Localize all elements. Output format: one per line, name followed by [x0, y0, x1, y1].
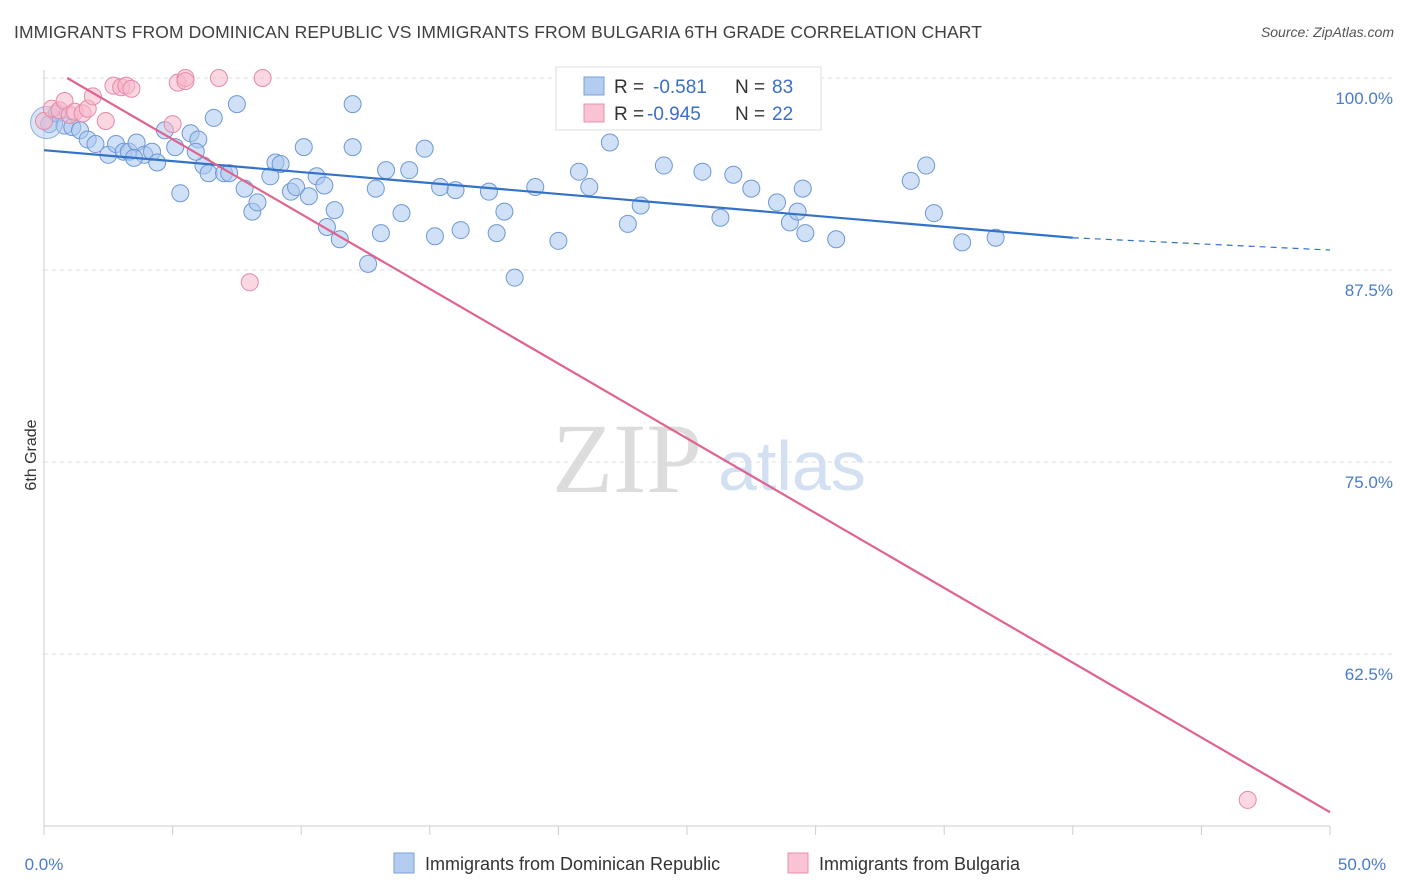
dominican-point — [294, 138, 313, 157]
legend-r-label-dominican: R = — [614, 77, 644, 98]
dominican-point — [793, 179, 812, 198]
dominican-point — [148, 153, 167, 172]
legend-swatch-bulgaria — [583, 103, 605, 123]
dominican-point — [235, 179, 254, 198]
trend-lines — [43, 77, 1331, 814]
dominican-point — [392, 204, 411, 223]
dominican-point — [569, 162, 588, 181]
dominican-point — [343, 95, 362, 114]
dominican-point — [359, 254, 378, 273]
bulgaria-trend-line — [66, 77, 1331, 814]
legend-n-label-dominican: N = — [735, 77, 765, 98]
bulgaria-point — [176, 72, 195, 91]
watermark-atlas: atlas — [718, 427, 866, 505]
dominican-point — [917, 156, 936, 175]
legend-n-value-bulgaria: 22 — [772, 104, 793, 125]
legend-label-bulgaria: Immigrants from Bulgaria — [819, 854, 1021, 874]
dominican-point — [924, 204, 943, 223]
dominican-point — [495, 202, 514, 221]
legend-n-value-dominican: 83 — [772, 77, 793, 98]
dominican-point — [86, 135, 105, 154]
watermark-zip: ZIP — [552, 403, 702, 514]
dominican-point — [400, 161, 419, 180]
bulgaria-point — [1238, 790, 1257, 809]
dominican-point — [371, 224, 390, 243]
legend-r-value-dominican: -0.581 — [653, 77, 707, 98]
chart-title: IMMIGRANTS FROM DOMINICAN REPUBLIC VS IM… — [14, 22, 983, 42]
dominican-point — [287, 178, 306, 197]
dominican-point — [986, 228, 1005, 247]
x-tick-label-min: 0.0% — [25, 855, 64, 874]
dominican-point — [415, 139, 434, 158]
series-bulgaria-points — [35, 69, 1257, 809]
bulgaria-point — [253, 69, 272, 87]
dominican-point — [796, 224, 815, 243]
dominican-point — [654, 156, 673, 175]
dominican-point — [377, 161, 396, 180]
watermark: ZIP atlas — [552, 403, 866, 514]
dominican-point — [204, 108, 223, 127]
dominican-point — [693, 162, 712, 181]
dominican-trend-extension — [1072, 237, 1331, 251]
dominican-point — [600, 133, 619, 152]
bulgaria-point — [209, 69, 228, 87]
x-ticks — [43, 826, 1331, 835]
legend-swatch-bottom-bulgaria — [787, 852, 809, 874]
dominican-point — [901, 171, 920, 190]
stats-legend: R = -0.581 N = 83 R = -0.945 N = 22 — [555, 66, 822, 131]
dominican-point — [325, 201, 344, 220]
dominican-point — [451, 221, 470, 240]
dominican-point — [171, 184, 190, 203]
dominican-point — [788, 202, 807, 221]
y-tick-label: 75.0% — [1345, 473, 1393, 492]
dominican-point — [768, 193, 787, 212]
legend-n-label-bulgaria: N = — [735, 104, 765, 125]
y-tick-label: 87.5% — [1345, 281, 1393, 300]
dominican-point — [827, 230, 846, 249]
dominican-point — [742, 179, 761, 198]
legend-swatch-bottom-dominican — [393, 852, 415, 874]
source-label: Source: ZipAtlas.com — [1260, 24, 1394, 40]
bulgaria-point — [96, 112, 115, 131]
series-legend: Immigrants from Dominican Republic Immig… — [393, 852, 1021, 874]
dominican-point — [315, 176, 334, 195]
y-tick-label: 100.0% — [1335, 89, 1393, 108]
dominican-point — [479, 182, 498, 201]
dominican-point — [953, 233, 972, 252]
dominican-point — [425, 227, 444, 246]
dominican-point — [248, 193, 267, 212]
dominican-point — [487, 224, 506, 243]
legend-r-value-bulgaria: -0.945 — [647, 104, 701, 125]
y-axis-title: 6th Grade — [23, 419, 40, 490]
dominican-point — [366, 179, 385, 198]
dominican-point — [549, 231, 568, 250]
gridlines — [44, 77, 1395, 655]
dominican-point — [431, 178, 450, 197]
legend-label-dominican: Immigrants from Dominican Republic — [425, 854, 720, 874]
legend-r-label-bulgaria: R = — [614, 104, 644, 125]
x-tick-label-max: 50.0% — [1338, 855, 1386, 874]
bulgaria-point — [163, 115, 182, 134]
dominican-point — [299, 187, 318, 206]
dominican-point — [724, 165, 743, 184]
dominican-point — [711, 208, 730, 227]
dominican-point — [580, 178, 599, 197]
dominican-point — [505, 268, 524, 287]
dominican-point — [227, 95, 246, 114]
dominican-point — [618, 214, 637, 233]
bulgaria-point — [122, 79, 141, 98]
y-tick-label: 62.5% — [1345, 665, 1393, 684]
y-tick-labels: 100.0% 87.5% 75.0% 62.5% — [1335, 89, 1393, 684]
legend-swatch-dominican — [583, 76, 605, 96]
bulgaria-point — [240, 273, 259, 292]
bulgaria-point — [83, 87, 102, 106]
dominican-point — [343, 138, 362, 157]
dominican-point — [199, 164, 218, 183]
dominican-point — [271, 155, 290, 174]
